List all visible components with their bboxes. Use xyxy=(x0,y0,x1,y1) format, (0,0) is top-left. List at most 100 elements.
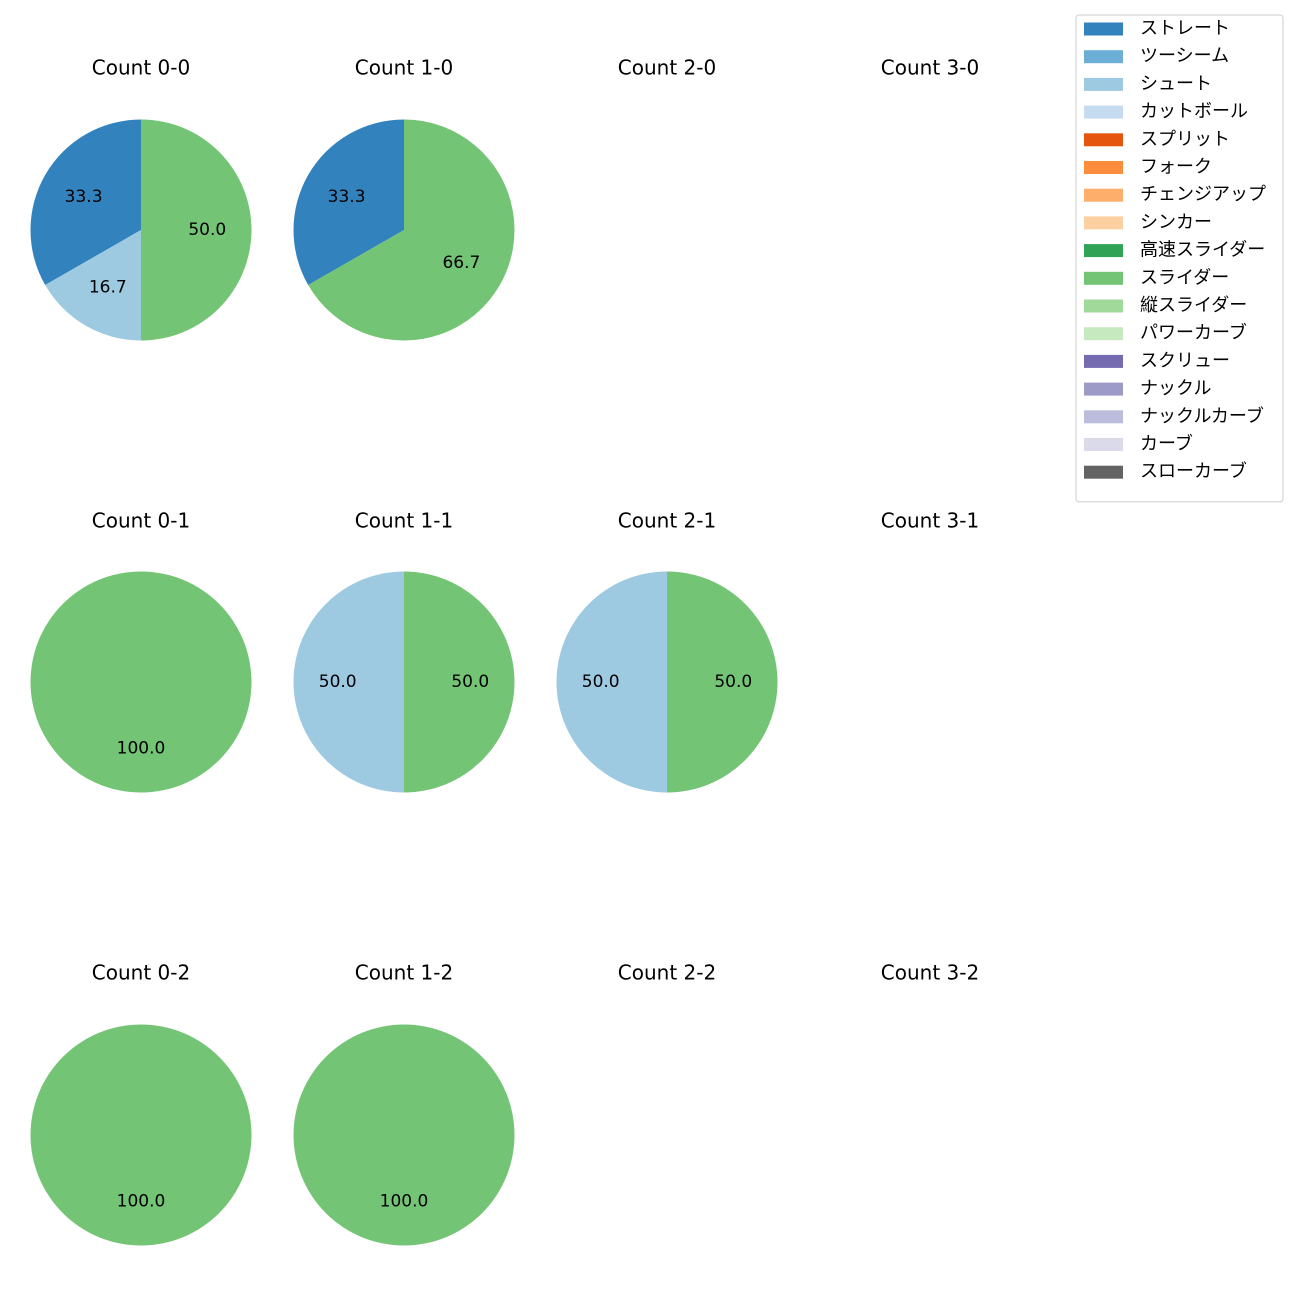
slice-label: 50.0 xyxy=(451,672,489,692)
legend-label: シンカー xyxy=(1140,212,1212,233)
legend-item: カットボール xyxy=(1084,101,1248,122)
legend-item: 高速スライダー xyxy=(1084,240,1265,261)
pie-panel-count-2-1: Count 2-1 50.0 50.0 xyxy=(556,509,778,793)
legend-swatch xyxy=(1084,50,1123,64)
pie-slice-count-0-1-0 xyxy=(30,571,252,793)
legend-item: シュート xyxy=(1084,73,1212,94)
legend-item: スプリット xyxy=(1084,129,1230,150)
legend-swatch xyxy=(1084,271,1123,285)
slice-label: 50.0 xyxy=(714,672,752,692)
legend-swatch xyxy=(1084,465,1123,479)
legend-item: ストレート xyxy=(1084,18,1230,39)
slice-label: 50.0 xyxy=(582,672,620,692)
pie-slice-count-1-0-1 xyxy=(308,119,515,341)
legend-item: スクリュー xyxy=(1084,350,1230,371)
slice-label: 100.0 xyxy=(380,1191,429,1211)
panel-title: Count 2-1 xyxy=(618,509,716,533)
pie-slice-count-2-1-0 xyxy=(556,571,667,793)
legend-item: ナックル xyxy=(1084,378,1211,399)
legend-label: フォーク xyxy=(1140,157,1212,178)
legend-label: カットボール xyxy=(1140,101,1248,122)
legend-swatch xyxy=(1084,299,1123,313)
legend-item: スライダー xyxy=(1084,267,1229,288)
legend-label: スライダー xyxy=(1140,267,1229,288)
pie-panel-count-3-2: Count 3-2 xyxy=(881,961,979,985)
legend-label: パワーカーブ xyxy=(1140,322,1247,344)
legend-item: ツーシーム xyxy=(1084,46,1229,67)
legend-item: パワーカーブ xyxy=(1084,322,1247,344)
slice-label: 33.3 xyxy=(65,187,103,207)
legend-swatch xyxy=(1084,105,1123,119)
pie-panel-count-2-2: Count 2-2 xyxy=(618,961,716,985)
legend-label: スローカーブ xyxy=(1140,460,1247,482)
legend-label: ナックルカーブ xyxy=(1140,405,1264,427)
slice-label: 100.0 xyxy=(117,738,166,758)
legend-swatch xyxy=(1084,327,1123,341)
panel-title: Count 1-2 xyxy=(355,961,453,985)
slice-label: 50.0 xyxy=(188,220,226,240)
legend-frame xyxy=(1075,14,1284,503)
legend-swatch xyxy=(1084,438,1123,451)
legend-item: シンカー xyxy=(1084,212,1212,233)
legend-item: ナックルカーブ xyxy=(1084,405,1264,427)
slice-label: 66.7 xyxy=(442,253,480,273)
pie-panel-count-0-0: Count 0-0 33.3 16.7 50.0 xyxy=(30,56,252,341)
pie-panel-count-3-1: Count 3-1 xyxy=(881,509,979,533)
pie-slice-count-0-0-0 xyxy=(30,119,141,286)
pie-panel-count-2-0: Count 2-0 xyxy=(618,56,716,80)
panel-title: Count 2-2 xyxy=(618,961,716,985)
legend-swatch xyxy=(1084,216,1123,230)
legend-item: スローカーブ xyxy=(1084,460,1247,482)
panel-title: Count 1-1 xyxy=(355,509,453,533)
panel-title: Count 0-0 xyxy=(92,56,190,80)
panel-title: Count 3-0 xyxy=(881,56,979,80)
legend-label: スプリット xyxy=(1140,129,1230,150)
pie-panel-count-3-0: Count 3-0 xyxy=(881,56,979,80)
legend-swatch xyxy=(1084,161,1123,174)
legend-label: スクリュー xyxy=(1140,350,1230,371)
legend: ストレートツーシームシュートカットボールスプリットフォークチェンジアップシンカー… xyxy=(1075,14,1284,503)
legend-swatch xyxy=(1084,410,1123,424)
panel-title: Count 3-1 xyxy=(881,509,979,533)
pie-panel-count-1-1: Count 1-1 50.0 50.0 xyxy=(293,509,515,793)
legend-swatch xyxy=(1084,188,1123,202)
pie-slice-count-1-1-1 xyxy=(404,571,515,793)
slice-label: 16.7 xyxy=(89,277,127,297)
legend-label: 縦スライダー xyxy=(1140,295,1247,316)
slice-label: 100.0 xyxy=(117,1191,166,1211)
panel-title: Count 0-1 xyxy=(92,509,190,533)
legend-label: ストレート xyxy=(1140,18,1230,39)
pie-slice-count-0-0-2 xyxy=(141,119,252,341)
legend-label: ナックル xyxy=(1140,378,1211,399)
slice-label: 33.3 xyxy=(328,187,366,207)
legend-swatch xyxy=(1084,354,1123,368)
pie-panel-count-1-0: Count 1-0 33.3 66.7 xyxy=(293,56,515,341)
legend-label: チェンジアップ xyxy=(1140,184,1266,205)
legend-item: フォーク xyxy=(1084,157,1212,178)
legend-label: シュート xyxy=(1140,73,1212,94)
legend-item: カーブ xyxy=(1084,433,1193,455)
pie-slice-count-1-0-0 xyxy=(293,119,404,286)
legend-swatch xyxy=(1084,77,1123,91)
pie-panel-count-0-1: Count 0-1 100.0 xyxy=(30,509,252,793)
legend-label: ツーシーム xyxy=(1140,46,1229,67)
legend-item: 縦スライダー xyxy=(1084,295,1247,316)
pie-panel-count-0-2: Count 0-2 100.0 xyxy=(30,961,252,1246)
panel-title: Count 1-0 xyxy=(355,56,453,80)
legend-swatch xyxy=(1084,244,1123,258)
pie-slice-count-0-2-0 xyxy=(30,1024,252,1246)
legend-label: 高速スライダー xyxy=(1140,240,1265,261)
legend-swatch xyxy=(1084,133,1123,147)
legend-swatch xyxy=(1084,382,1123,396)
panel-title: Count 3-2 xyxy=(881,961,979,985)
legend-label: カーブ xyxy=(1140,433,1193,455)
panel-title: Count 2-0 xyxy=(618,56,716,80)
legend-item: チェンジアップ xyxy=(1084,184,1266,205)
panel-title: Count 0-2 xyxy=(92,961,190,985)
pie-panel-count-1-2: Count 1-2 100.0 xyxy=(293,961,515,1246)
pie-slice-count-0-0-1 xyxy=(45,230,141,341)
slice-label: 50.0 xyxy=(319,672,357,692)
pie-slice-count-1-2-0 xyxy=(293,1024,515,1246)
